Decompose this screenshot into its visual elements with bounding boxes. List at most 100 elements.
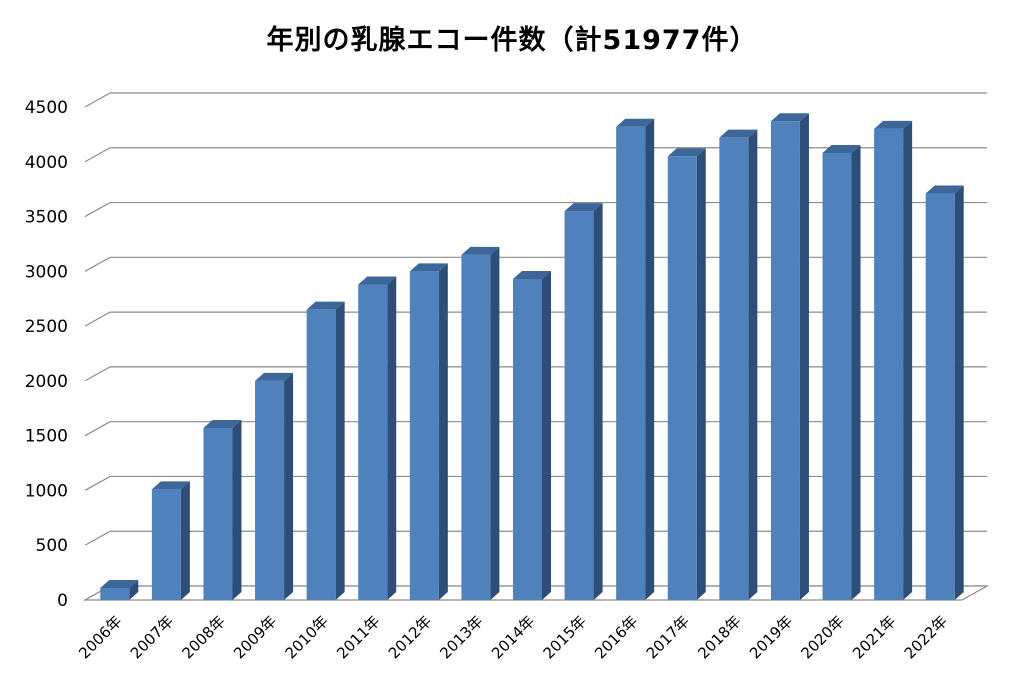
bar-side bbox=[903, 120, 913, 601]
bar bbox=[667, 148, 706, 601]
x-tick-label: 2020年 bbox=[798, 612, 848, 662]
bar-front bbox=[719, 137, 749, 601]
bar-top bbox=[513, 271, 551, 280]
bar bbox=[616, 118, 655, 600]
bar-front bbox=[151, 489, 181, 600]
bar bbox=[255, 372, 294, 600]
bar-top bbox=[461, 246, 500, 255]
x-tick-label: 2008年 bbox=[178, 612, 228, 662]
bar-side bbox=[232, 419, 242, 600]
x-tick-label: 2013年 bbox=[436, 612, 486, 662]
x-tick-label: 2017年 bbox=[643, 612, 693, 662]
bar-front bbox=[203, 427, 233, 600]
bar-front bbox=[461, 254, 491, 600]
bar-front bbox=[770, 121, 800, 601]
y-tick-label: 1500 bbox=[25, 427, 68, 447]
bar bbox=[203, 419, 242, 600]
bar-front bbox=[822, 153, 852, 600]
bar bbox=[513, 271, 551, 600]
x-axis-labels: 2006年 2007年 2008年 2009年 2010年 2011年 2012年 2013年… bbox=[75, 612, 951, 662]
bar-front bbox=[100, 587, 130, 600]
bar bbox=[461, 246, 500, 600]
bar-front bbox=[874, 128, 904, 600]
x-tick-label: 2015年 bbox=[540, 612, 590, 662]
bar-top bbox=[925, 185, 964, 194]
y-tick-label: 4500 bbox=[25, 98, 68, 118]
bar-top bbox=[874, 120, 913, 129]
x-tick-label: 2019年 bbox=[746, 612, 796, 662]
bar-side bbox=[438, 263, 448, 600]
bar-side bbox=[284, 372, 294, 600]
x-tick-label: 2009年 bbox=[230, 612, 280, 662]
bar-top bbox=[770, 113, 809, 122]
bar bbox=[719, 129, 758, 601]
bar-side bbox=[748, 129, 758, 601]
bar bbox=[306, 301, 345, 600]
x-tick-label: 2007年 bbox=[127, 612, 177, 662]
bar-top bbox=[564, 203, 603, 212]
x-tick-label: 2006年 bbox=[75, 612, 125, 662]
bar-top bbox=[100, 579, 139, 588]
y-tick-label: 4000 bbox=[25, 153, 68, 173]
bar-front bbox=[409, 271, 439, 600]
bar-side bbox=[851, 145, 861, 600]
bar-front bbox=[255, 380, 285, 600]
x-tick-label: 2021年 bbox=[849, 612, 899, 662]
bar bbox=[770, 113, 809, 601]
x-tick-label: 2011年 bbox=[333, 612, 383, 662]
gridline bbox=[84, 92, 987, 108]
x-tick-label: 2010年 bbox=[282, 612, 332, 662]
bar-top bbox=[409, 263, 448, 272]
bar-top bbox=[822, 145, 861, 154]
bar-top bbox=[719, 129, 758, 138]
bar-side bbox=[954, 185, 964, 600]
bar-front bbox=[306, 309, 336, 600]
bar-top bbox=[151, 481, 190, 490]
gridline bbox=[84, 147, 987, 163]
bar-side bbox=[799, 113, 809, 601]
bar-top bbox=[306, 301, 345, 310]
bar bbox=[409, 263, 448, 600]
bar-front bbox=[925, 193, 955, 600]
bar bbox=[874, 120, 913, 601]
x-tick-label: 2012年 bbox=[385, 612, 435, 662]
x-tick-label: 2014年 bbox=[488, 612, 538, 662]
bar-top bbox=[616, 118, 655, 127]
bar bbox=[925, 185, 964, 600]
bar bbox=[151, 481, 190, 600]
bar bbox=[564, 203, 603, 601]
x-tick-label: 2016年 bbox=[591, 612, 641, 662]
bar bbox=[822, 145, 861, 600]
bars bbox=[100, 113, 964, 601]
y-axis-labels: 0 500 1000 1500 2000 2500 3000 3500 4000 4500 bbox=[25, 98, 68, 611]
bar-side bbox=[387, 276, 397, 600]
y-tick-label: 2000 bbox=[25, 372, 68, 392]
bar-top bbox=[255, 372, 294, 381]
x-tick-label: 2018年 bbox=[694, 612, 744, 662]
bar-front bbox=[667, 156, 697, 601]
chart-title: 年別の乳腺エコー件数（計51977件） bbox=[266, 25, 758, 56]
bar-top bbox=[203, 419, 242, 428]
y-tick-label: 1000 bbox=[25, 481, 68, 501]
y-tick-label: 0 bbox=[57, 591, 68, 611]
bar-side bbox=[593, 203, 603, 601]
y-tick-label: 3000 bbox=[25, 262, 68, 282]
y-tick-label: 500 bbox=[36, 536, 68, 556]
bar-side bbox=[645, 118, 655, 600]
x-tick-label: 2022年 bbox=[901, 612, 951, 662]
y-tick-label: 2500 bbox=[25, 317, 68, 337]
bar-side bbox=[129, 579, 139, 600]
bar-top bbox=[667, 148, 706, 157]
bar-front bbox=[358, 284, 388, 600]
bar-side bbox=[696, 148, 706, 601]
bar-side bbox=[542, 271, 551, 600]
y-tick-label: 3500 bbox=[25, 208, 68, 228]
bar-side bbox=[180, 481, 190, 600]
bar-side bbox=[335, 301, 345, 600]
bar-front bbox=[564, 211, 594, 601]
bar-top bbox=[358, 276, 397, 285]
bar-side bbox=[490, 246, 500, 600]
bar bbox=[100, 579, 139, 600]
bar-front bbox=[513, 279, 542, 600]
